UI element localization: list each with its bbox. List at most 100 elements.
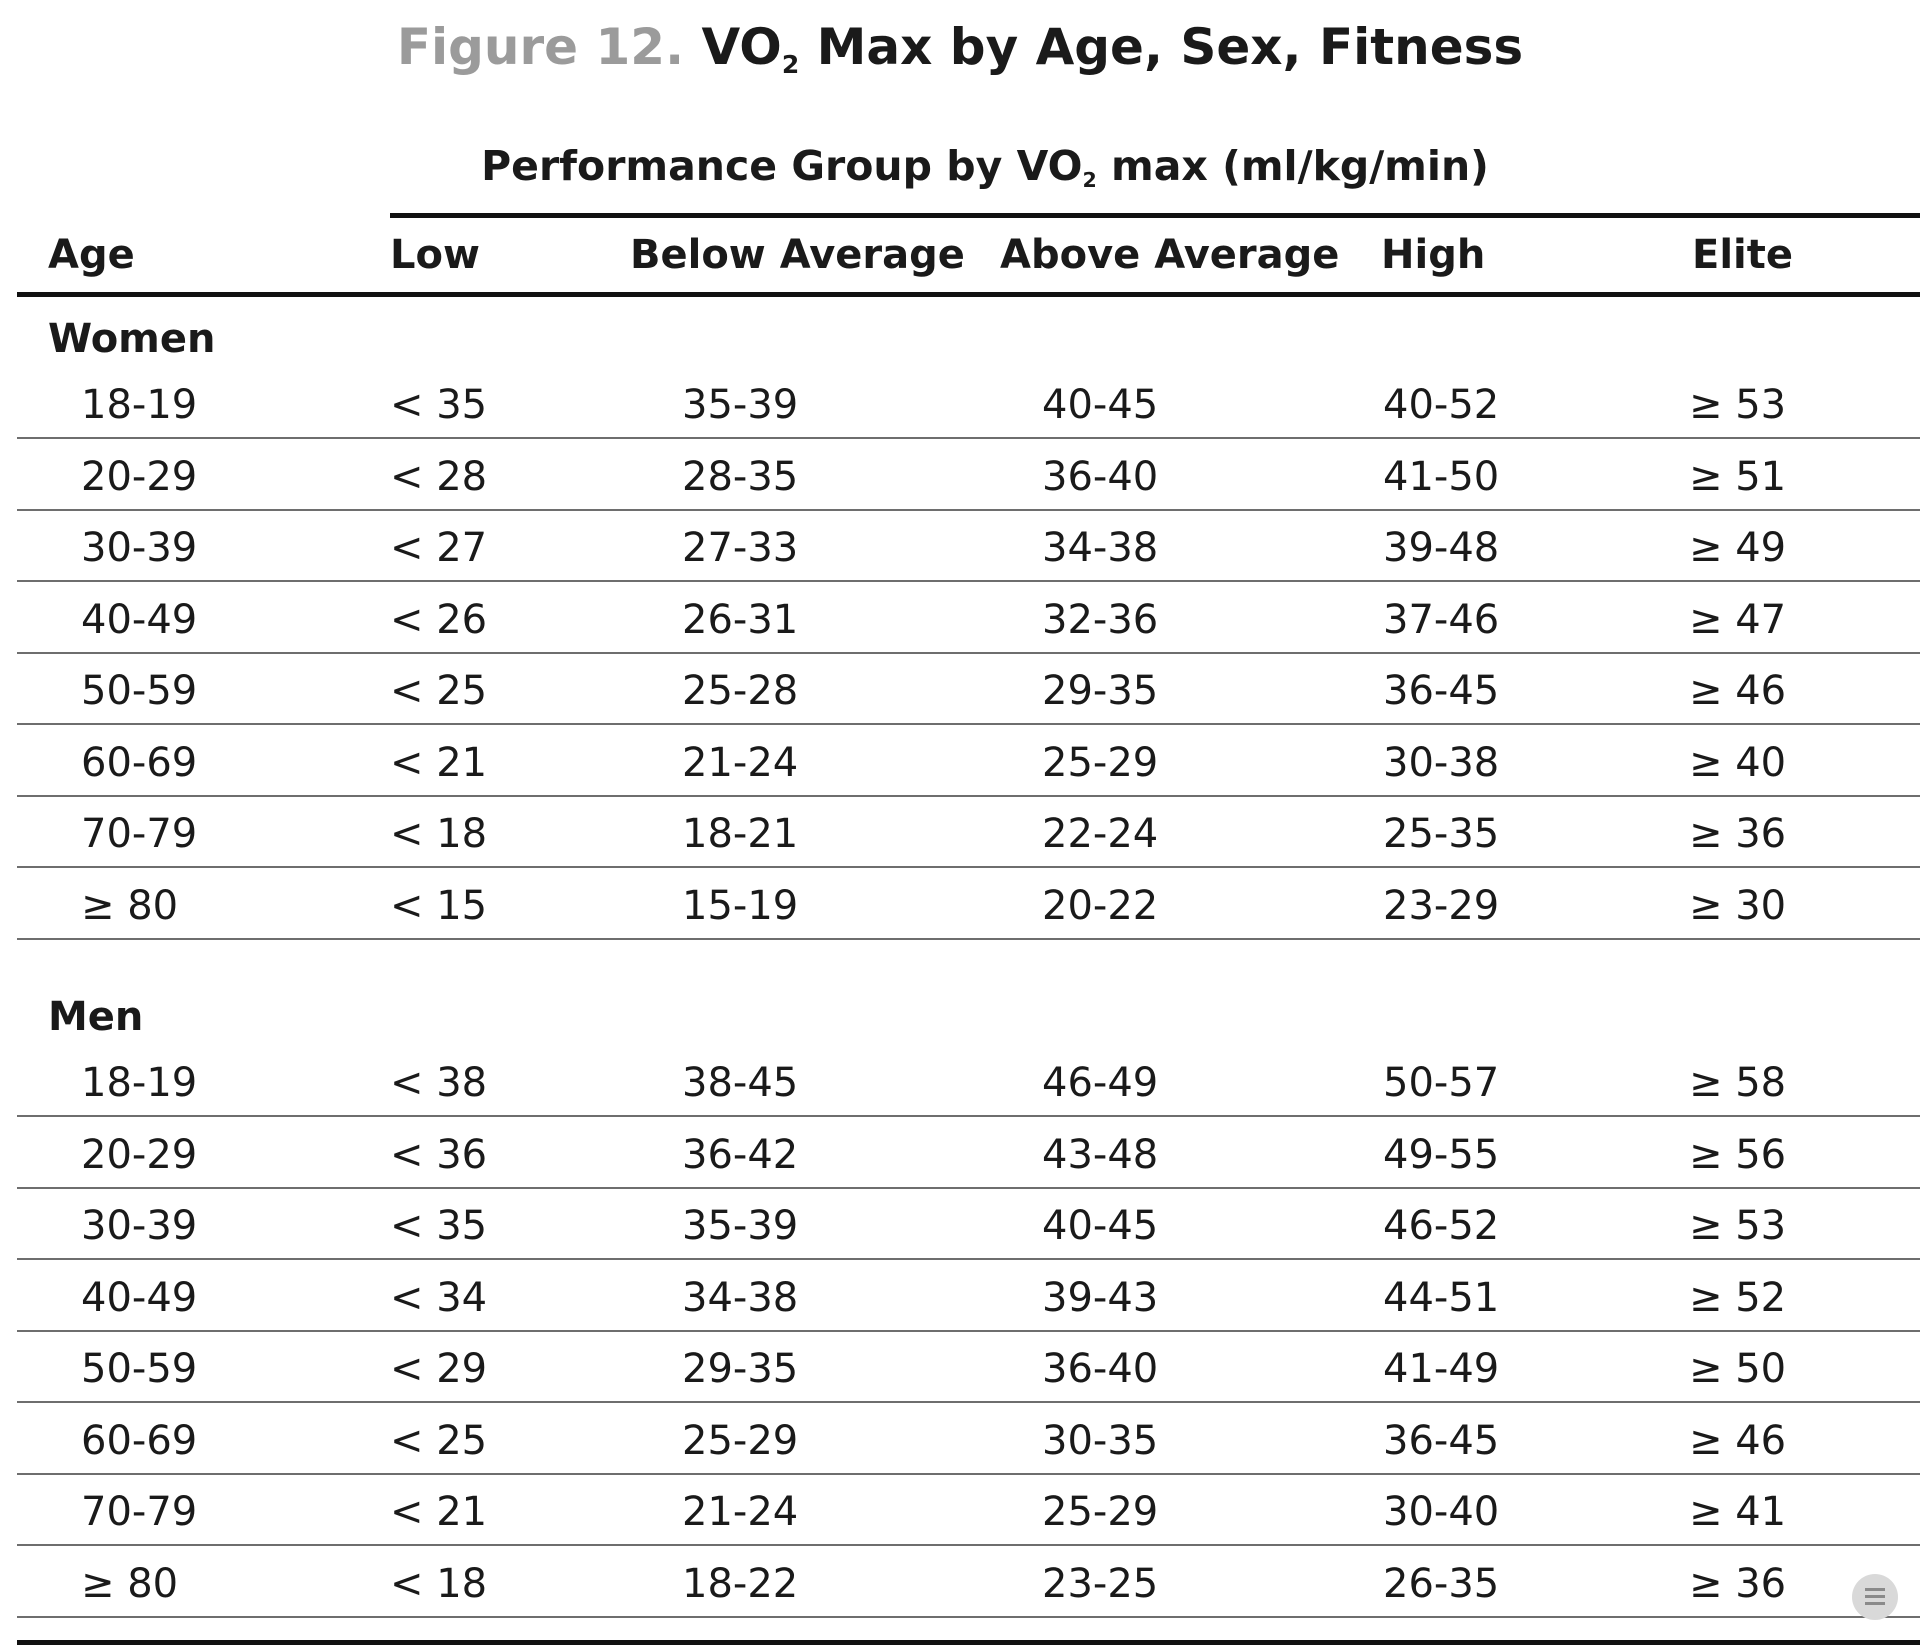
cell-elite: ≥ 52 bbox=[1689, 1274, 1787, 1321]
cell-high: 41-49 bbox=[1383, 1346, 1500, 1392]
cell-elite: ≥ 51 bbox=[1689, 453, 1787, 500]
cell-high: 36-45 bbox=[1383, 1417, 1500, 1464]
cell-above-average: 23-25 bbox=[1042, 1560, 1159, 1607]
title-rest: Max by Age, Sex, Fitness bbox=[799, 18, 1524, 76]
cell-low: < 18 bbox=[390, 811, 488, 857]
cell-age: 18-19 bbox=[81, 1060, 198, 1106]
cell-age: 30-39 bbox=[81, 1203, 198, 1249]
cell-age: 60-69 bbox=[81, 1417, 198, 1464]
cell-elite: ≥ 41 bbox=[1689, 1489, 1787, 1535]
header-high: High bbox=[1381, 232, 1486, 278]
table-row: 50-59 < 29 29-35 36-40 41-49 ≥ 50 bbox=[17, 1332, 1920, 1403]
cell-high: 49-55 bbox=[1383, 1131, 1500, 1178]
cell-low: < 25 bbox=[390, 1417, 488, 1464]
cell-below-average: 38-45 bbox=[682, 1060, 799, 1106]
cell-age: 18-19 bbox=[81, 382, 198, 428]
figure-title: Figure 12. VO2 Max by Age, Sex, Fitness bbox=[0, 18, 1920, 79]
cell-high: 25-35 bbox=[1383, 811, 1500, 857]
cell-age: 70-79 bbox=[81, 1489, 198, 1535]
figure-title-text: VO2 Max by Age, Sex, Fitness bbox=[701, 18, 1524, 79]
cell-above-average: 32-36 bbox=[1042, 596, 1159, 643]
cell-high: 44-51 bbox=[1383, 1274, 1500, 1321]
cell-high: 30-38 bbox=[1383, 739, 1500, 786]
cell-elite: ≥ 50 bbox=[1689, 1346, 1787, 1392]
cell-low: < 35 bbox=[390, 382, 488, 428]
cell-above-average: 36-40 bbox=[1042, 1346, 1159, 1392]
cell-below-average: 25-29 bbox=[682, 1417, 799, 1464]
cell-age: 40-49 bbox=[81, 1274, 198, 1321]
cell-below-average: 27-33 bbox=[682, 525, 799, 571]
cell-age: 50-59 bbox=[81, 1346, 198, 1392]
cell-high: 41-50 bbox=[1383, 453, 1500, 500]
cell-above-average: 36-40 bbox=[1042, 453, 1159, 500]
cell-elite: ≥ 46 bbox=[1689, 668, 1787, 714]
cell-above-average: 25-29 bbox=[1042, 1489, 1159, 1535]
cell-high: 23-29 bbox=[1383, 882, 1500, 929]
cell-high: 46-52 bbox=[1383, 1203, 1500, 1249]
cell-high: 36-45 bbox=[1383, 668, 1500, 714]
header-age: Age bbox=[48, 232, 135, 278]
cell-below-average: 34-38 bbox=[682, 1274, 799, 1321]
header-low: Low bbox=[390, 232, 480, 278]
table-row: 60-69 < 25 25-29 30-35 36-45 ≥ 46 bbox=[17, 1404, 1920, 1475]
cell-age: 60-69 bbox=[81, 739, 198, 786]
cell-elite: ≥ 49 bbox=[1689, 525, 1787, 571]
table-row: 20-29 < 28 28-35 36-40 41-50 ≥ 51 bbox=[17, 440, 1920, 511]
cell-above-average: 30-35 bbox=[1042, 1417, 1159, 1464]
cell-above-average: 22-24 bbox=[1042, 811, 1159, 857]
cell-low: < 34 bbox=[390, 1274, 488, 1321]
header-elite: Elite bbox=[1692, 232, 1793, 278]
table-row: 50-59 < 25 25-28 29-35 36-45 ≥ 46 bbox=[17, 654, 1920, 725]
header-below-average: Below Average bbox=[630, 232, 965, 278]
header-above-average: Above Average bbox=[1000, 232, 1340, 278]
bottom-rule bbox=[17, 1640, 1920, 1645]
table-row: ≥ 80 < 18 18-22 23-25 26-35 ≥ 36 bbox=[17, 1547, 1920, 1618]
cell-above-average: 40-45 bbox=[1042, 1203, 1159, 1249]
cell-high: 50-57 bbox=[1383, 1060, 1500, 1106]
cell-above-average: 39-43 bbox=[1042, 1274, 1159, 1321]
cell-below-average: 26-31 bbox=[682, 596, 799, 643]
cell-high: 37-46 bbox=[1383, 596, 1500, 643]
section-label-men: Men bbox=[48, 994, 144, 1040]
table-row: 70-79 < 18 18-21 22-24 25-35 ≥ 36 bbox=[17, 797, 1920, 868]
cell-age: 50-59 bbox=[81, 668, 198, 714]
cell-below-average: 28-35 bbox=[682, 453, 799, 500]
title-vo: VO bbox=[701, 18, 782, 76]
cell-above-average: 25-29 bbox=[1042, 739, 1159, 786]
table-row: 60-69 < 21 21-24 25-29 30-38 ≥ 40 bbox=[17, 726, 1920, 797]
table-header-row: Age Low Below Average Above Average High… bbox=[0, 232, 1920, 288]
cell-age: ≥ 80 bbox=[81, 1560, 179, 1607]
cell-low: < 21 bbox=[390, 739, 488, 786]
title-subscript: 2 bbox=[781, 49, 800, 79]
table-subtitle: Performance Group by VO2 max (ml/kg/min) bbox=[390, 142, 1580, 190]
cell-elite: ≥ 30 bbox=[1689, 882, 1787, 929]
cell-age: 30-39 bbox=[81, 525, 198, 571]
cell-below-average: 21-24 bbox=[682, 1489, 799, 1535]
header-rule bbox=[17, 292, 1920, 297]
cell-age: ≥ 80 bbox=[81, 882, 179, 929]
cell-below-average: 15-19 bbox=[682, 882, 799, 929]
subtitle-after: max (ml/kg/min) bbox=[1096, 142, 1489, 190]
cell-below-average: 35-39 bbox=[682, 382, 799, 428]
cell-below-average: 18-22 bbox=[682, 1560, 799, 1607]
cell-below-average: 35-39 bbox=[682, 1203, 799, 1249]
cell-elite: ≥ 36 bbox=[1689, 811, 1787, 857]
cell-below-average: 25-28 bbox=[682, 668, 799, 714]
cell-low: < 21 bbox=[390, 1489, 488, 1535]
cell-high: 26-35 bbox=[1383, 1560, 1500, 1607]
cell-below-average: 21-24 bbox=[682, 739, 799, 786]
cell-age: 20-29 bbox=[81, 1131, 198, 1178]
table-row: ≥ 80 < 15 15-19 20-22 23-29 ≥ 30 bbox=[17, 869, 1920, 940]
cell-low: < 27 bbox=[390, 525, 488, 571]
cell-elite: ≥ 53 bbox=[1689, 1203, 1787, 1249]
cell-elite: ≥ 58 bbox=[1689, 1060, 1787, 1106]
cell-below-average: 18-21 bbox=[682, 811, 799, 857]
cell-above-average: 29-35 bbox=[1042, 668, 1159, 714]
cell-elite: ≥ 40 bbox=[1689, 739, 1787, 786]
cell-low: < 35 bbox=[390, 1203, 488, 1249]
chat-icon[interactable] bbox=[1852, 1574, 1898, 1620]
cell-low: < 18 bbox=[390, 1560, 488, 1607]
cell-age: 70-79 bbox=[81, 811, 198, 857]
figure-number: Figure 12. bbox=[396, 18, 685, 76]
table-row: 18-19 < 38 38-45 46-49 50-57 ≥ 58 bbox=[17, 1046, 1920, 1117]
